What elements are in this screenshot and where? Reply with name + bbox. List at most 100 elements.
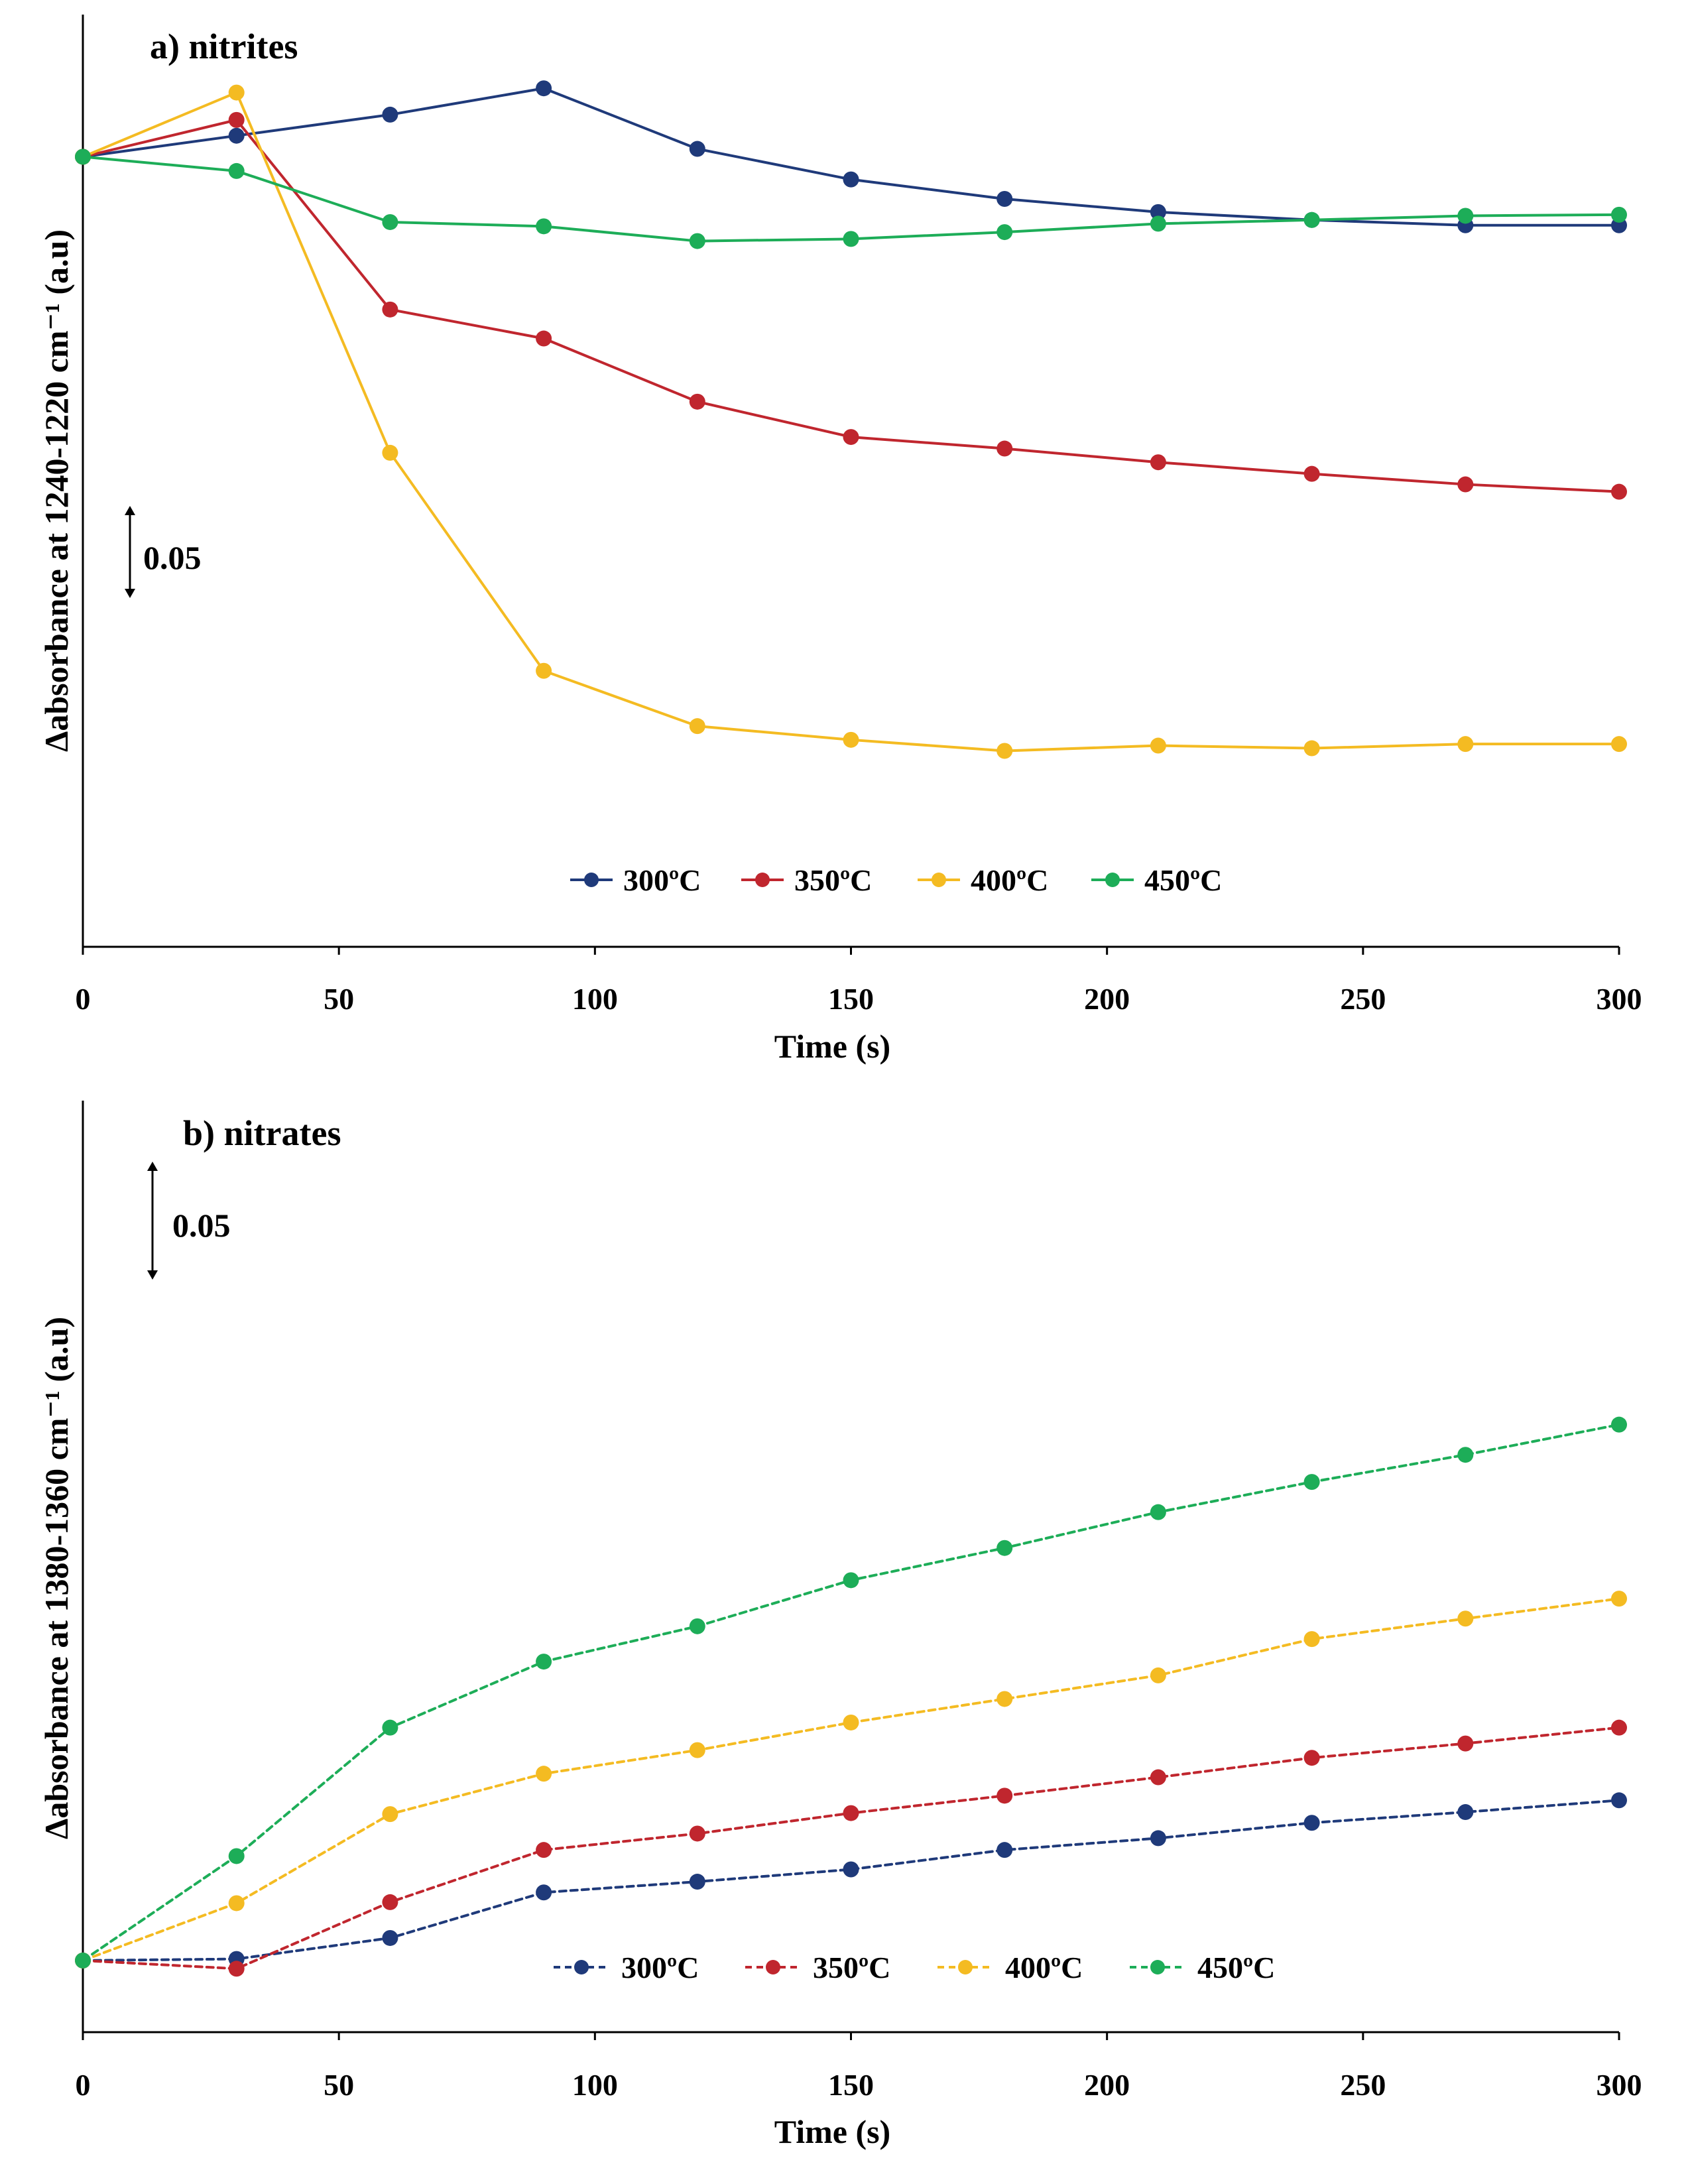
data-point (1150, 1504, 1166, 1520)
x-tick-label: 0 (76, 982, 91, 1016)
data-point (1303, 1631, 1320, 1648)
data-point (996, 224, 1013, 241)
legend-swatch-marker (1105, 873, 1120, 887)
data-point (1303, 212, 1320, 228)
panel-title: a) nitrites (150, 27, 298, 66)
legend-label: 450ºC (1197, 1951, 1275, 1984)
data-point (1303, 1474, 1320, 1490)
x-tick-label: 100 (572, 982, 618, 1016)
legend-label: 300ºC (623, 863, 701, 897)
legend-swatch-marker (1150, 1960, 1165, 1974)
y-axis-title: Δabsorbance at 1240-1220 cm⁻¹ (a.u) (38, 229, 75, 752)
data-point (536, 662, 552, 679)
y-axis-title: Δabsorbance at 1380-1360 cm⁻¹ (a.u) (38, 1317, 75, 1839)
data-point (843, 1805, 859, 1821)
data-point (228, 162, 245, 179)
data-point (382, 444, 398, 461)
data-point (843, 1861, 859, 1878)
data-point (536, 80, 552, 97)
series-350ºC (75, 1719, 1627, 1977)
data-point (382, 1806, 398, 1823)
data-point (75, 149, 91, 165)
data-point (228, 1895, 245, 1911)
series-350ºC (75, 111, 1627, 500)
data-point (1611, 1416, 1627, 1433)
data-point (75, 1952, 91, 1969)
legend-label: 350ºC (813, 1951, 890, 1984)
data-point (1150, 454, 1166, 471)
data-point (382, 1894, 398, 1910)
x-tick-label: 200 (1084, 2068, 1130, 2102)
legend: 300ºC 350ºC 400ºC 450ºC (570, 863, 1222, 897)
x-tick-label: 250 (1340, 982, 1386, 1016)
data-point (996, 440, 1013, 457)
series-line (82, 155, 1620, 243)
data-point (1611, 1591, 1627, 1607)
x-tick-label: 100 (572, 2068, 618, 2102)
data-point (843, 171, 859, 188)
data-point (1457, 208, 1474, 224)
legend-label: 350ºC (794, 863, 872, 897)
scale-bar-arrow-up-icon (125, 506, 135, 515)
series-400ºC (75, 1591, 1627, 1969)
data-point (536, 1842, 552, 1858)
data-point (843, 1714, 859, 1730)
legend-swatch-marker (584, 873, 599, 887)
data-point (689, 1874, 705, 1890)
data-point (536, 1654, 552, 1670)
legend-label: 400ºC (1005, 1951, 1083, 1984)
series-line (82, 87, 1620, 227)
data-point (843, 1572, 859, 1589)
legend-label: 450ºC (1144, 863, 1222, 897)
data-point (228, 1961, 245, 1977)
data-point (1457, 1610, 1474, 1627)
data-point (536, 1766, 552, 1782)
series-450ºC (75, 1416, 1627, 1969)
legend-label: 300ºC (621, 1951, 699, 1984)
legend-swatch-marker (766, 1960, 780, 1974)
legend-label: 400ºC (971, 863, 1048, 897)
series-line (82, 1423, 1620, 1962)
x-axis-title: Time (s) (774, 2113, 890, 2150)
data-point (996, 743, 1013, 759)
data-point (689, 233, 705, 249)
data-point (1457, 1804, 1474, 1821)
data-point (996, 1788, 1013, 1804)
legend-swatch-marker (932, 873, 946, 887)
data-point (1611, 206, 1627, 223)
data-point (1611, 483, 1627, 500)
legend: 300ºC 350ºC 400ºC 450ºC (554, 1951, 1275, 1984)
legend-swatch-marker (958, 1960, 973, 1974)
data-point (1457, 1447, 1474, 1463)
x-tick-label: 250 (1340, 2068, 1386, 2102)
chart-panel-a: 0 50 100 150 200 250 300 Time (s) Δabsorbance at… (38, 15, 1642, 1065)
data-point (689, 393, 705, 410)
series-300ºC (75, 80, 1627, 233)
series-line (82, 91, 1620, 753)
data-point (382, 1719, 398, 1736)
data-point (382, 1929, 398, 1946)
data-point (1150, 1667, 1166, 1683)
data-point (1457, 1735, 1474, 1752)
legend-swatch-marker (755, 873, 770, 887)
data-point (843, 231, 859, 247)
data-point (1303, 1750, 1320, 1766)
data-point (689, 1618, 705, 1634)
data-point (689, 718, 705, 735)
x-tick-label: 200 (1084, 982, 1130, 1016)
data-point (689, 1825, 705, 1842)
scale-bar-arrow-down-icon (125, 589, 135, 598)
data-point (1611, 1792, 1627, 1809)
data-point (1611, 736, 1627, 753)
data-point (1303, 740, 1320, 757)
scale-bar-arrow-up-icon (147, 1162, 158, 1171)
data-point (1611, 1719, 1627, 1736)
x-tick-label: 150 (828, 2068, 874, 2102)
data-point (689, 1742, 705, 1758)
data-point (228, 84, 245, 101)
data-point (1457, 736, 1474, 753)
scale-bar-label: 0.05 (143, 539, 202, 576)
data-point (1150, 1830, 1166, 1847)
data-point (1150, 204, 1166, 220)
